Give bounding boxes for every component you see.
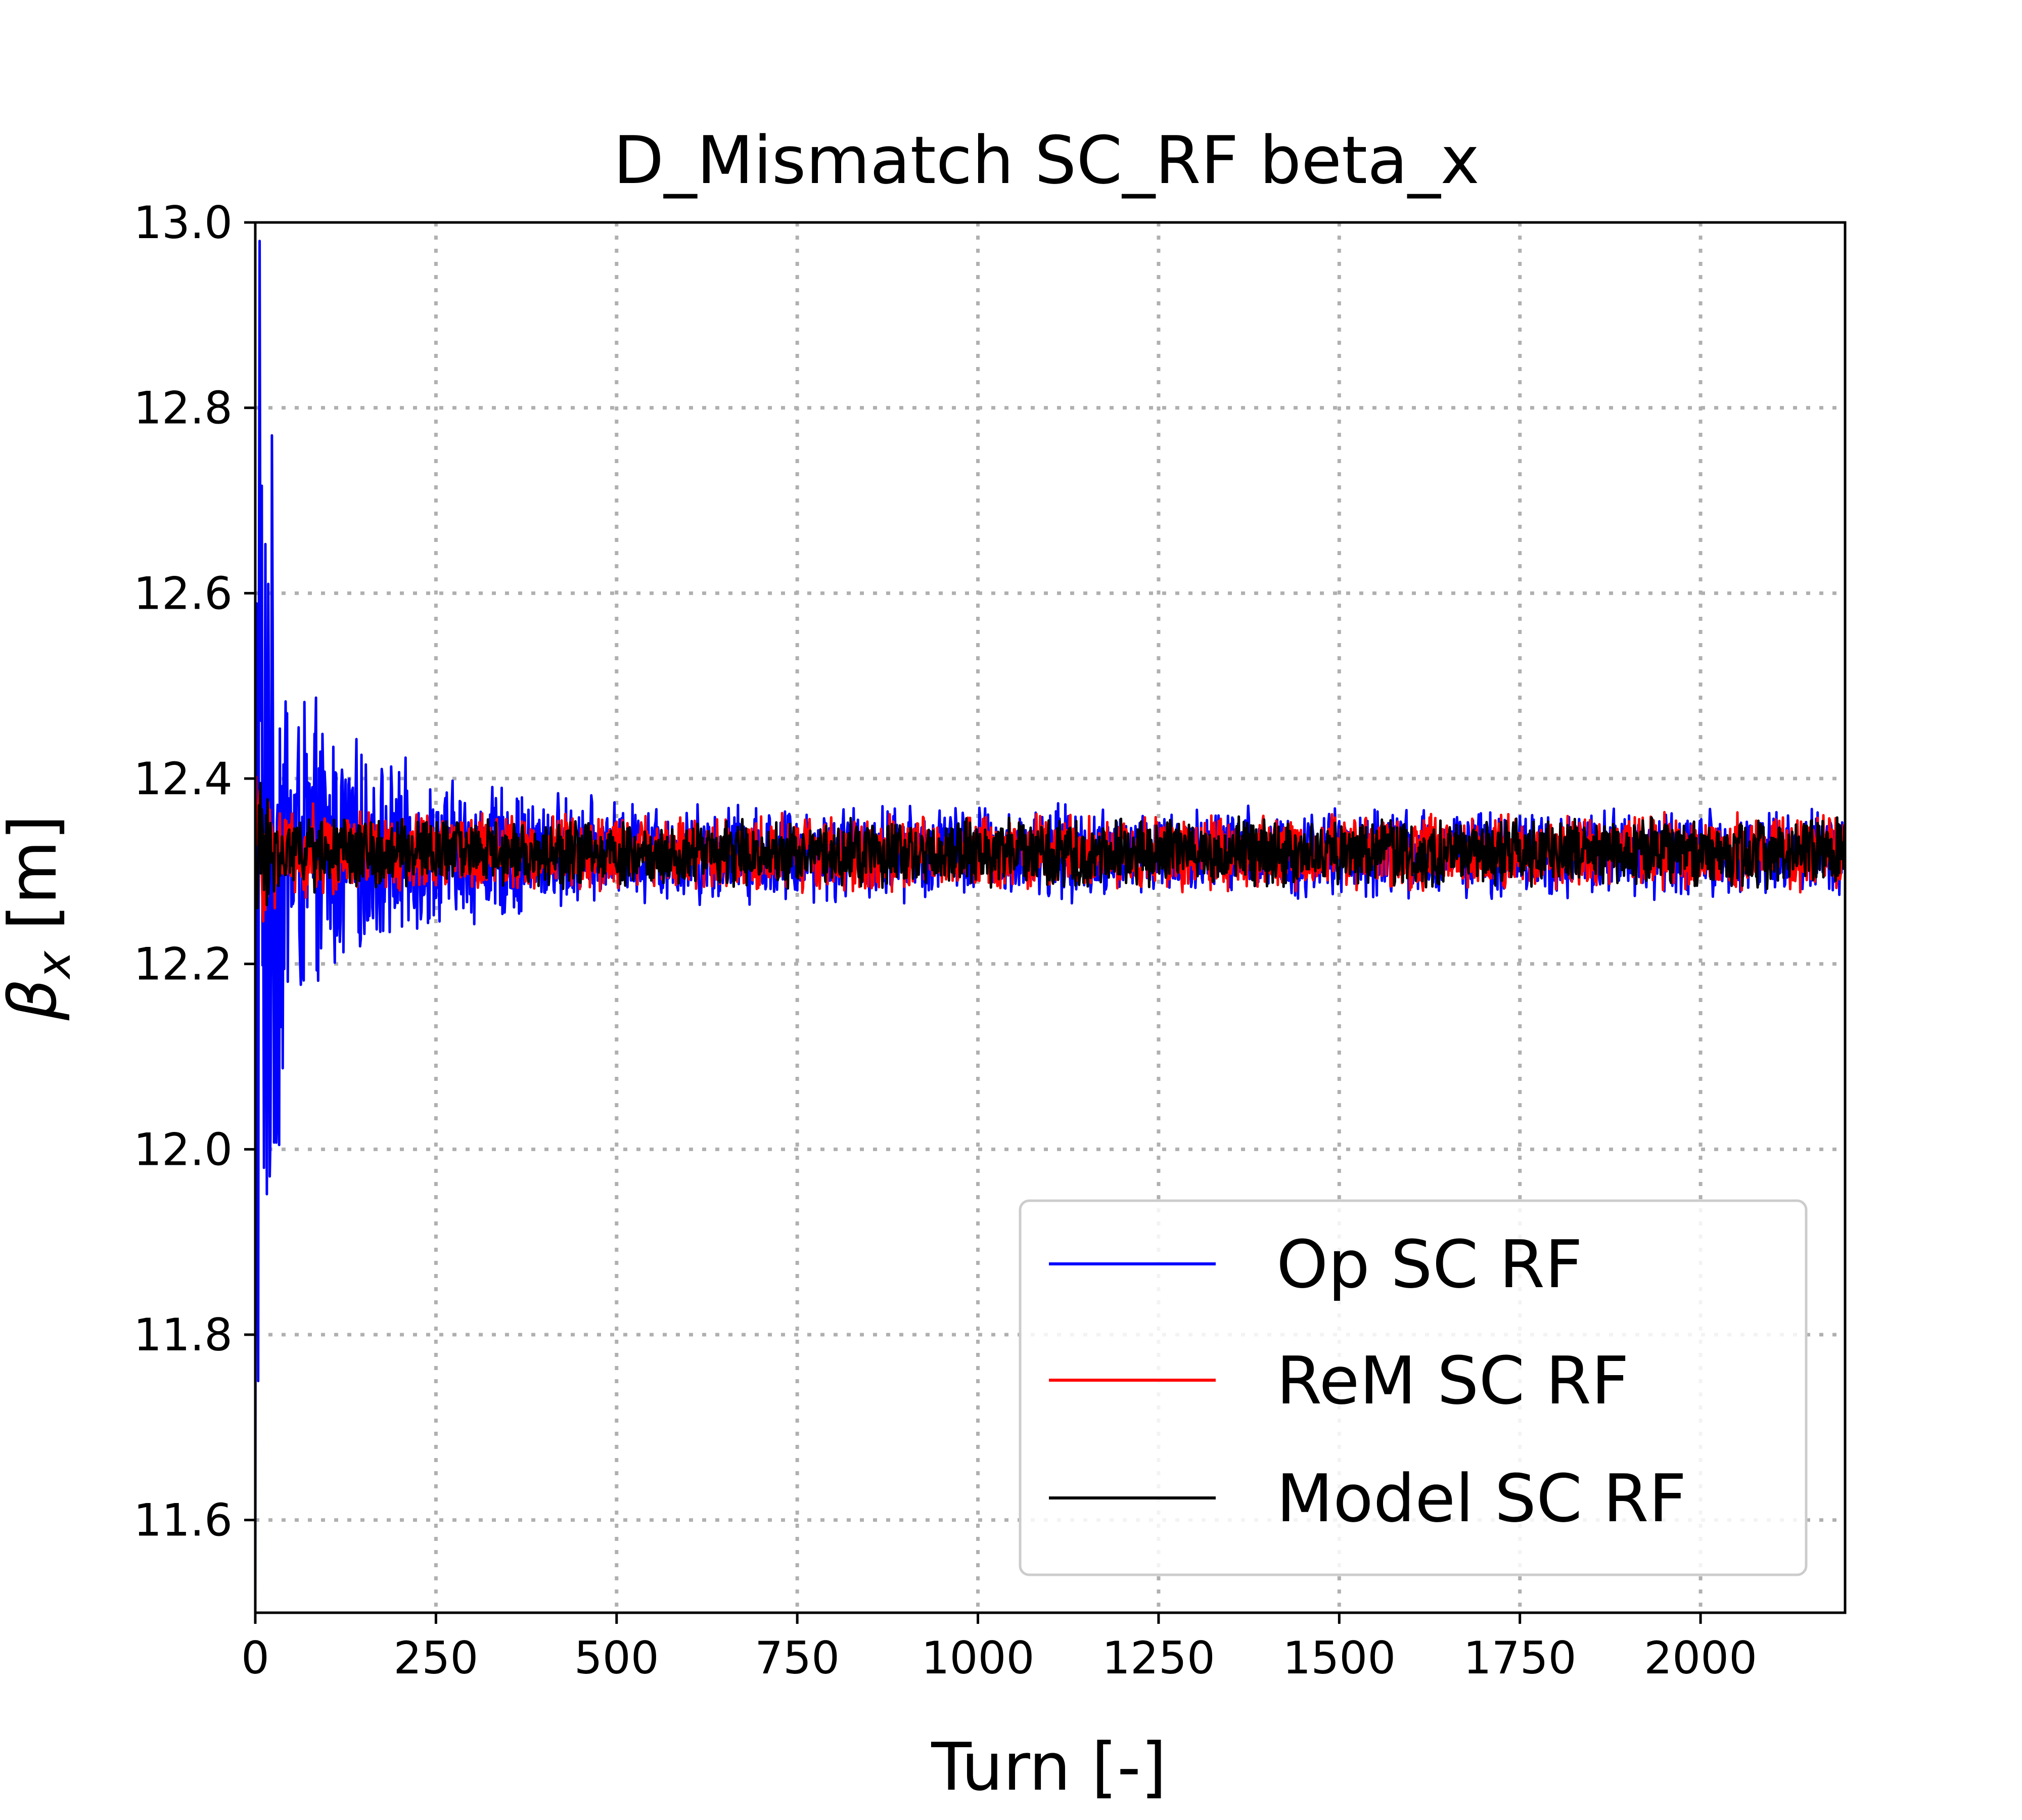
y-axis-label-unit: [m] <box>0 815 71 930</box>
y-tick-label: 12.4 <box>133 753 233 805</box>
plot-frame <box>254 221 1847 1614</box>
legend-label-model-sc-rf: Model SC RF <box>1276 1460 1686 1537</box>
x-tick-label: 1250 <box>1102 1632 1215 1684</box>
legend-label-op-sc-rf: Op SC RF <box>1276 1226 1583 1303</box>
x-tick-label: 1500 <box>1282 1632 1396 1684</box>
y-axis-label: βx [m] <box>0 815 81 1021</box>
y-axis-label-symbol: β <box>0 978 71 1021</box>
y-tick-label: 12.8 <box>133 382 233 434</box>
series-line-model-sc-rf <box>255 782 1845 909</box>
y-tick-label: 12.0 <box>133 1123 233 1175</box>
x-axis-label: Turn [-] <box>931 1728 1166 1805</box>
y-tick-label: 12.2 <box>133 938 233 990</box>
legend: Op SC RF ReM SC RF Model SC RF <box>1019 1199 1808 1576</box>
x-tick-label: 0 <box>241 1632 269 1684</box>
y-axis-label-spacer <box>0 930 71 951</box>
y-tick-label: 13.0 <box>133 197 233 249</box>
y-tick-label: 11.8 <box>133 1309 233 1361</box>
y-tick-label: 11.6 <box>133 1494 233 1546</box>
chart-title: D_Mismatch SC_RF beta_x <box>613 122 1479 199</box>
y-tick-label: 12.6 <box>133 567 233 619</box>
x-tick-label: 250 <box>393 1632 478 1684</box>
legend-label-rem-sc-rf: ReM SC RF <box>1276 1342 1629 1419</box>
tick-layer: 0 250 500 750 1000 1250 1500 1750 2000 11.6 11.8 12… <box>133 197 1757 1684</box>
x-tick-label: 1750 <box>1463 1632 1577 1684</box>
y-axis-label-subscript: x <box>27 950 81 980</box>
x-tick-label: 750 <box>755 1632 840 1684</box>
x-tick-label: 2000 <box>1644 1632 1757 1684</box>
legend-box <box>1019 1199 1808 1576</box>
series-layer <box>255 240 1845 1613</box>
x-tick-label: 1000 <box>922 1632 1035 1684</box>
x-tick-label: 500 <box>574 1632 659 1684</box>
